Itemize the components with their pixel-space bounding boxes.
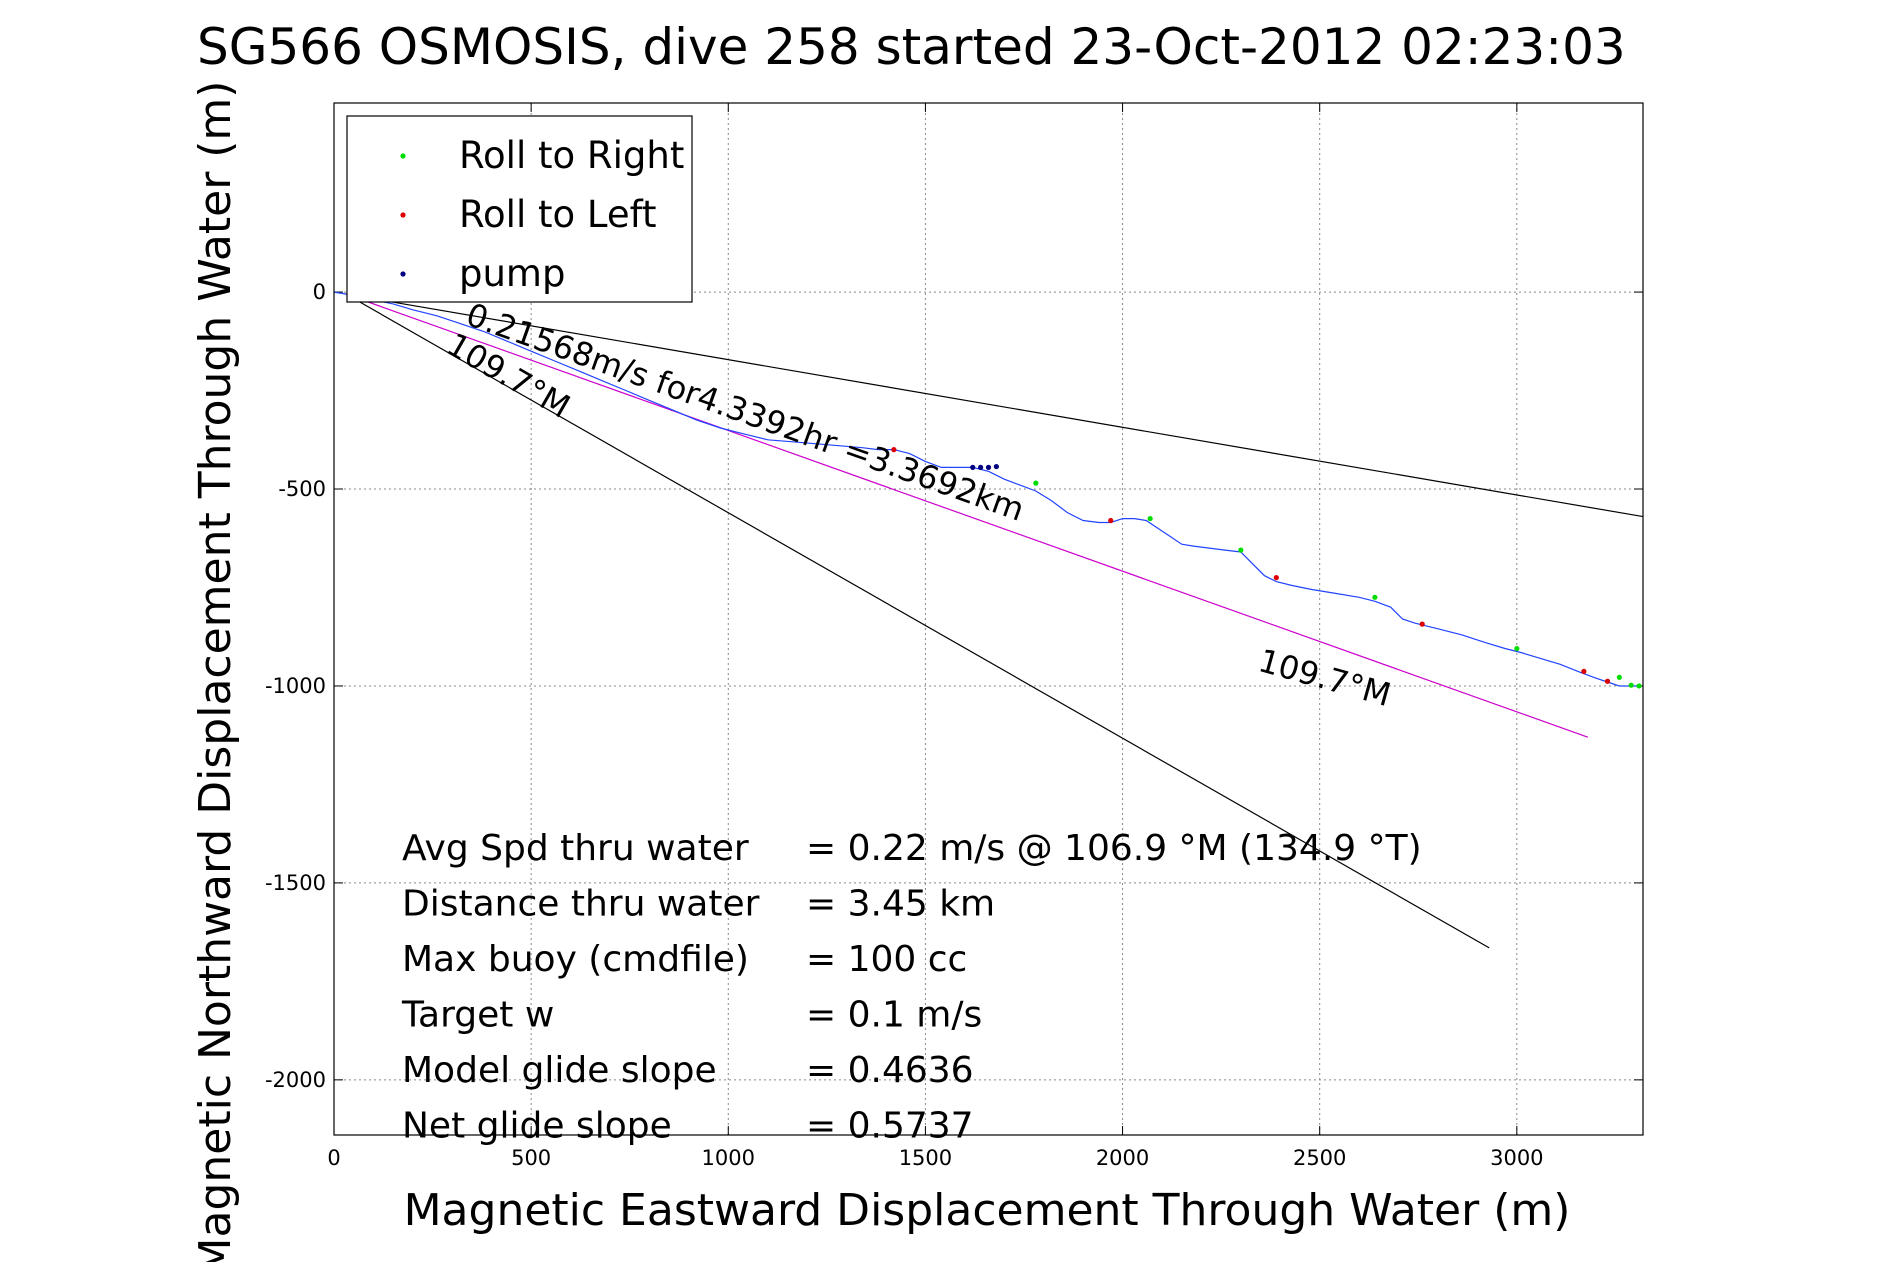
y-axis-label: Magnetic Northward Displacement Through … <box>190 81 241 1262</box>
summary-value: = 0.5737 <box>806 1106 974 1147</box>
chart-title: SG566 OSMOSIS, dive 258 started 23-Oct-2… <box>197 18 1626 76</box>
summary-label: Target w <box>401 995 554 1036</box>
reference-line <box>345 293 1589 738</box>
summary-value: = 3.45 km <box>806 884 995 925</box>
summary-value: = 0.22 m/s @ 106.9 °M (134.9 °T) <box>806 828 1422 869</box>
y-tick-label: -2000 <box>265 1068 326 1092</box>
roll-right-point <box>1147 515 1153 522</box>
roll-left-point <box>1273 575 1279 581</box>
axis-ticks: 0 500 1000 1500 2000 2500 3000 0 -500 -1000 -1500 -… <box>265 103 1643 1170</box>
summary-value: = 0.4636 <box>806 1050 974 1091</box>
line-annotation: 109.7°M <box>1254 641 1394 714</box>
y-tick-label: -1500 <box>265 871 326 895</box>
roll-right-point <box>1238 547 1244 553</box>
roll-left-point <box>1419 621 1425 627</box>
x-tick-label: 500 <box>511 1146 551 1170</box>
summary-label: Avg Spd thru water <box>402 828 749 869</box>
roll-left-point <box>1108 517 1114 524</box>
x-tick-label: 2000 <box>1096 1146 1149 1170</box>
legend-label: Roll to Left <box>459 193 657 236</box>
x-tick-label: 1500 <box>899 1146 952 1170</box>
roll-left-point <box>891 447 897 453</box>
legend: Roll to Right Roll to Left pump <box>346 115 693 303</box>
x-tick-label: 0 <box>327 1146 340 1170</box>
y-tick-label: -500 <box>278 477 326 501</box>
roll-right-point <box>1033 480 1039 486</box>
pump-point <box>978 464 984 470</box>
summary-label: Net glide slope <box>402 1106 672 1147</box>
summary-label: Distance thru water <box>402 884 760 925</box>
reference-line <box>345 293 1490 949</box>
legend-label: Roll to Right <box>459 134 684 177</box>
pump-point <box>993 463 999 470</box>
plot-frame <box>333 102 1644 1136</box>
legend-marker <box>400 271 406 277</box>
summary-label: Max buoy (cmdfile) <box>402 939 749 980</box>
legend-marker <box>400 212 406 218</box>
y-tick-label: -1000 <box>265 674 326 698</box>
summary-label: Model glide slope <box>402 1050 717 1091</box>
legend-label: pump <box>459 252 565 295</box>
x-tick-label: 1000 <box>702 1146 755 1170</box>
roll-right-point <box>1636 683 1642 689</box>
x-tick-label: 2500 <box>1293 1146 1346 1170</box>
legend-marker <box>400 153 406 159</box>
y-tick-label: 0 <box>313 280 326 304</box>
pump-point <box>985 464 992 470</box>
x-tick-label: 3000 <box>1490 1146 1543 1170</box>
roll-right-point <box>1628 682 1634 688</box>
reference-line <box>345 293 1644 518</box>
roll-left-point <box>1604 678 1611 684</box>
summary-value: = 100 cc <box>806 939 967 980</box>
track-line <box>333 291 1640 687</box>
summary-value: = 0.1 m/s <box>806 995 982 1036</box>
roll-right-point <box>1616 674 1622 680</box>
x-axis-label: Magnetic Eastward Displacement Through W… <box>404 1185 1571 1236</box>
roll-right-point <box>1372 594 1378 600</box>
legend-box <box>346 115 693 303</box>
roll-left-point <box>1581 668 1587 674</box>
summary-text: Avg Spd thru water = 0.22 m/s @ 106.9 °M … <box>401 828 1422 1147</box>
pump-point <box>970 464 976 470</box>
roll-right-point <box>1514 645 1520 652</box>
